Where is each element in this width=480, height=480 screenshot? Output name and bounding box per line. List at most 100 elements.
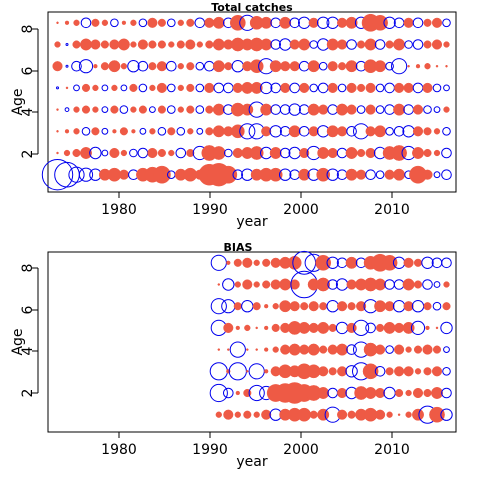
positive-residual-bubble xyxy=(413,258,423,267)
positive-residual-bubble xyxy=(297,407,312,422)
positive-residual-bubble xyxy=(253,411,260,418)
positive-residual-bubble xyxy=(243,410,252,419)
negative-residual-bubble xyxy=(374,366,386,377)
negative-residual-bubble xyxy=(412,82,424,94)
negative-residual-bubble xyxy=(346,39,357,50)
positive-residual-bubble xyxy=(443,106,450,113)
positive-residual-bubble xyxy=(357,83,366,92)
positive-residual-bubble xyxy=(372,14,388,31)
positive-residual-bubble xyxy=(403,366,414,377)
positive-residual-bubble xyxy=(261,409,272,420)
positive-residual-bubble xyxy=(204,82,215,93)
negative-residual-bubble xyxy=(195,105,205,114)
negative-residual-bubble xyxy=(375,105,385,114)
positive-residual-bubble xyxy=(402,278,415,291)
positive-residual-bubble xyxy=(375,344,386,355)
positive-residual-bubble xyxy=(443,281,450,288)
positive-residual-bubble xyxy=(224,62,233,71)
positive-residual-bubble xyxy=(289,279,300,290)
negative-residual-bubble xyxy=(138,18,148,28)
negative-residual-bubble xyxy=(346,344,357,355)
negative-residual-bubble xyxy=(279,38,292,51)
negative-residual-bubble xyxy=(222,278,235,291)
positive-residual-bubble xyxy=(244,324,251,332)
positive-residual-bubble xyxy=(147,17,158,28)
bubbles-total-catches xyxy=(41,13,452,191)
positive-residual-bubble xyxy=(157,18,166,27)
positive-residual-bubble xyxy=(317,321,330,334)
negative-residual-bubble xyxy=(441,147,452,159)
positive-residual-bubble xyxy=(226,260,231,265)
positive-residual-bubble xyxy=(374,125,387,138)
positive-residual-bubble xyxy=(120,63,128,70)
positive-residual-bubble xyxy=(385,367,394,376)
positive-residual-bubble xyxy=(157,105,166,114)
negative-residual-bubble xyxy=(89,146,102,160)
negative-residual-bubble xyxy=(353,319,370,336)
positive-residual-bubble xyxy=(246,370,249,373)
positive-residual-bubble xyxy=(262,280,271,289)
positive-residual-bubble xyxy=(90,39,101,50)
positive-residual-bubble xyxy=(112,129,117,134)
positive-residual-bubble xyxy=(298,38,311,51)
negative-residual-bubble xyxy=(78,59,94,74)
positive-residual-bubble xyxy=(386,411,393,418)
positive-residual-bubble xyxy=(299,147,310,159)
negative-residual-bubble xyxy=(410,320,426,335)
positive-residual-bubble xyxy=(308,322,319,333)
positive-residual-bubble xyxy=(412,387,424,399)
negative-residual-bubble xyxy=(221,299,236,314)
negative-residual-bubble xyxy=(137,147,149,159)
negative-residual-bubble xyxy=(375,83,385,93)
positive-residual-bubble xyxy=(374,60,387,73)
positive-residual-bubble xyxy=(308,301,319,312)
positive-residual-bubble xyxy=(365,147,376,159)
negative-residual-bubble xyxy=(443,84,450,92)
positive-residual-bubble xyxy=(280,61,291,72)
positive-residual-bubble xyxy=(432,345,442,354)
positive-residual-bubble xyxy=(270,279,281,290)
negative-residual-bubble xyxy=(101,127,109,135)
positive-residual-bubble xyxy=(280,344,291,355)
negative-residual-bubble xyxy=(440,321,453,335)
negative-residual-bubble xyxy=(384,104,395,115)
negative-residual-bubble xyxy=(213,82,225,94)
positive-residual-bubble xyxy=(223,409,234,420)
positive-residual-bubble xyxy=(138,105,147,114)
negative-residual-bubble xyxy=(56,86,59,90)
negative-residual-bubble xyxy=(433,281,441,288)
positive-residual-bubble xyxy=(118,169,129,180)
positive-residual-bubble xyxy=(253,259,260,266)
positive-residual-bubble xyxy=(357,148,366,158)
positive-residual-bubble xyxy=(288,343,301,356)
positive-residual-bubble xyxy=(374,300,387,313)
negative-residual-bubble xyxy=(68,166,85,183)
positive-residual-bubble xyxy=(327,82,338,93)
negative-residual-bubble xyxy=(345,365,358,378)
positive-residual-bubble xyxy=(328,323,337,332)
positive-residual-bubble xyxy=(280,82,291,93)
negative-residual-bubble xyxy=(228,362,247,381)
negative-residual-bubble xyxy=(326,168,339,181)
negative-residual-bubble xyxy=(309,83,319,93)
positive-residual-bubble xyxy=(211,146,226,160)
negative-residual-bubble xyxy=(138,83,148,93)
negative-residual-bubble xyxy=(65,64,69,68)
negative-residual-bubble xyxy=(412,39,424,50)
positive-residual-bubble xyxy=(423,367,432,376)
positive-residual-bubble xyxy=(288,125,301,138)
positive-residual-bubble xyxy=(205,105,214,114)
negative-residual-bubble xyxy=(385,127,394,136)
negative-residual-bubble xyxy=(374,39,386,50)
positive-residual-bubble xyxy=(269,147,282,159)
positive-residual-bubble xyxy=(395,388,404,398)
positive-residual-bubble xyxy=(52,61,63,72)
negative-residual-bubble xyxy=(392,300,406,313)
positive-residual-bubble xyxy=(235,390,240,396)
positive-residual-bubble xyxy=(227,348,230,351)
positive-residual-bubble xyxy=(186,105,195,114)
positive-residual-bubble xyxy=(92,106,99,113)
positive-residual-bubble xyxy=(413,280,423,289)
negative-residual-bubble xyxy=(289,17,301,29)
negative-residual-bubble xyxy=(289,82,301,94)
